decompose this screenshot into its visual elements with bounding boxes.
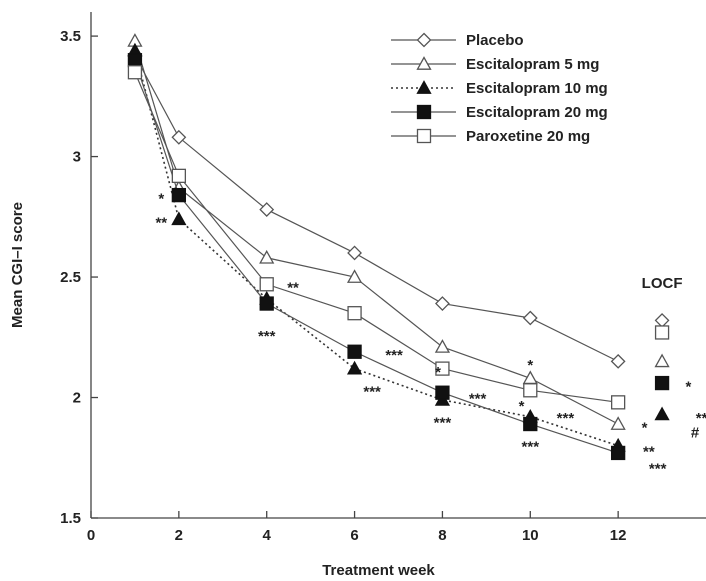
x-tick-label: 8 [438,527,446,544]
locf-point [654,375,670,391]
data-point [347,306,362,321]
data-point [610,416,626,430]
y-axis-title: Mean CGI–I score [9,202,26,328]
legend-marker [416,128,432,144]
significance-mark: *** [522,439,540,456]
x-axis-title: Treatment week [322,562,435,579]
significance-mark: ** [696,410,706,427]
significance-mark: * [686,378,692,395]
data-point [346,360,363,375]
significance-mark: * [527,357,533,374]
y-ticks: 1.5 2 2.5 3 3.5 [60,28,98,527]
data-point [435,296,450,311]
significance-mark: ** [287,280,299,297]
legend-item-escitalopram-20-mg: Escitalopram 20 mg [391,104,608,121]
locf-point [654,312,670,328]
x-tick-label: 0 [87,527,95,544]
data-point [259,296,274,311]
legend-item-escitalopram-5-mg: Escitalopram 5 mg [391,56,599,73]
significance-mark: *** [363,383,381,400]
y-tick-label: 3 [73,149,81,166]
significance-mark: * [158,191,164,208]
data-point [346,269,363,283]
x-ticks: 0 2 4 6 8 10 12 [87,511,627,544]
data-point [171,211,187,226]
data-point [435,361,450,376]
legend-marker [416,32,432,48]
x-tick-label: 4 [263,527,272,544]
data-point [171,187,187,203]
data-point [610,395,626,410]
axes [90,12,706,519]
locf-point [654,353,670,368]
x-tick-label: 10 [522,527,539,544]
data-point [523,383,538,398]
legend-label: Escitalopram 10 mg [466,80,608,97]
legend-marker [416,80,432,94]
legend-marker [416,56,432,70]
significance-mark: * [519,398,525,415]
y-tick-label: 2 [73,390,81,407]
legend: Placebo Escitalopram 5 mg Escitalopram 10 … [384,30,614,148]
series-layer [127,33,626,461]
legend-label: Escitalopram 5 mg [466,56,599,73]
legend-label: Escitalopram 20 mg [466,104,608,121]
locf-point [654,325,670,340]
data-point [127,53,143,68]
significance-mark: *** [469,391,487,408]
significance-mark: *** [649,460,667,477]
legend-label: Paroxetine 20 mg [466,128,590,145]
significance-mark: # [691,424,700,441]
legend-item-escitalopram-10-mg: Escitalopram 10 mg [391,80,608,97]
significance-annotations: **************************************# [155,191,706,478]
significance-mark: *** [385,347,403,364]
data-point [259,277,274,292]
significance-mark: *** [434,415,452,432]
significance-mark: *** [258,328,276,345]
legend-label: Placebo [466,32,524,49]
data-point [610,445,626,461]
significance-mark: * [435,364,441,381]
y-tick-label: 2.5 [60,269,81,286]
locf-point [654,406,670,421]
data-point [347,245,362,261]
data-point [259,202,275,218]
legend-marker [416,104,432,120]
series-paroxetine-20-mg [127,65,626,410]
significance-mark: * [642,419,648,436]
x-tick-label: 2 [175,527,183,544]
significance-mark: *** [557,410,575,427]
locf-label: LOCF [642,275,683,292]
x-tick-label: 12 [610,527,627,544]
data-point [435,385,450,400]
data-point [171,168,187,183]
significance-mark: ** [155,215,167,232]
data-point [434,339,451,353]
data-point [127,65,143,80]
data-point [171,129,187,145]
data-point [522,310,538,326]
legend-item-placebo: Placebo [391,32,524,49]
data-point [347,344,362,359]
data-point [610,353,626,369]
y-tick-label: 3.5 [60,28,81,45]
y-tick-label: 1.5 [60,510,81,527]
data-point [259,249,275,264]
data-point [523,416,538,432]
series-escitalopram-20-mg [127,53,626,461]
legend-item-paroxetine-20-mg: Paroxetine 20 mg [391,128,590,145]
locf-group: LOCF [642,275,683,421]
x-tick-label: 6 [350,527,358,544]
significance-mark: ** [643,444,655,461]
